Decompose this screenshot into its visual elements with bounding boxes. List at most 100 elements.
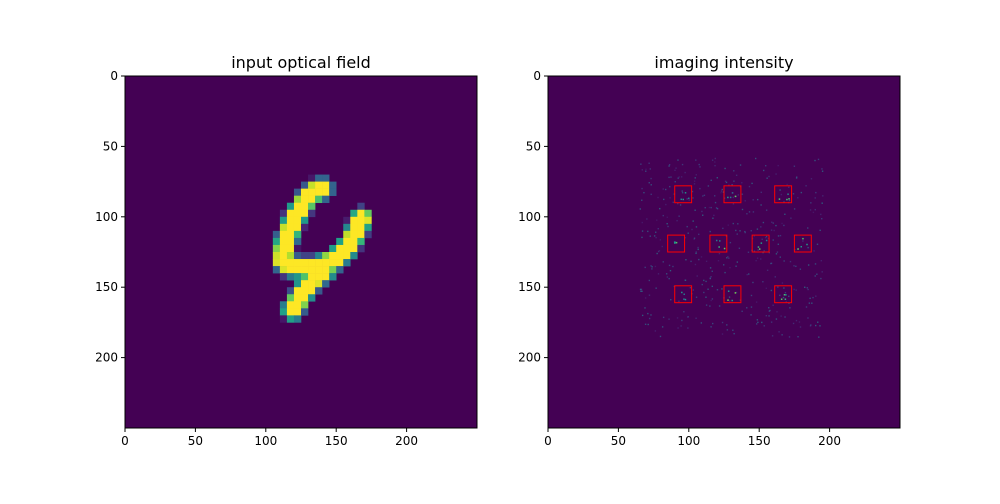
heatmap-cell [322,252,330,260]
heatmap-cell [272,244,281,253]
speckle [668,277,670,280]
heatmap-cell [322,280,330,288]
speckle [750,294,753,297]
speckle [755,259,757,262]
heatmap-cell [279,252,288,260]
speckle [763,250,765,252]
speckle [709,230,711,233]
speckle [754,157,757,160]
speckle [776,311,778,313]
heatmap-cell [350,216,358,225]
speckle [779,234,782,237]
speckle [752,211,755,213]
speckle [714,195,716,197]
speckle [658,249,661,252]
x-tick-label: 100 [677,434,700,448]
speckle [777,286,779,288]
speckle [793,208,796,210]
heatmap-cell [336,259,344,267]
heatmap-cell [293,202,302,211]
speckle [774,276,776,278]
speckle [789,260,792,263]
speckle [799,326,802,328]
speckle [778,331,780,333]
speckle [786,183,788,186]
speckle [640,290,642,292]
detector-speckle [783,293,786,296]
speckle [738,247,741,249]
detector-region [709,234,728,253]
speckle [790,217,792,219]
speckle [707,185,710,187]
input-field-panel: input optical field 0 50 100 150 200 0 50 100 15… [95,53,478,448]
speckle [647,230,649,233]
heatmap-cell [286,294,295,302]
heatmap-cell [329,188,337,196]
speckle [696,275,698,277]
speckle [692,289,695,291]
heatmap-cell [293,315,302,323]
imaging-intensity-plot-area [548,76,900,428]
detector-speckle [760,242,763,244]
speckle [760,226,762,228]
detector-speckle [806,243,808,246]
speckle [820,213,822,216]
input-field-title: input optical field [231,53,371,72]
heatmap-cell [293,301,302,309]
speckle [744,231,746,234]
speckle [797,336,799,338]
x-tick-label: 100 [254,434,277,448]
speckle [781,282,784,284]
speckle [821,217,823,220]
heatmap-cell [364,223,372,232]
speckle [676,219,678,222]
speckle [695,174,697,176]
heatmap-cell [357,244,365,253]
speckle [657,250,660,253]
speckle [722,264,725,266]
speckle [768,251,771,254]
speckle [795,319,798,322]
y-tick-label: 200 [518,351,541,365]
speckle [648,294,651,296]
speckle [677,327,679,329]
speckle [666,276,669,278]
heatmap-cell [357,223,365,232]
speckle [807,264,810,266]
speckle [659,239,662,241]
speckle [716,177,719,179]
imaging-intensity-axes: 0 50 100 150 200 0 50 100 150 200 [518,69,901,448]
speckle [771,221,773,223]
y-tick-label: 150 [95,280,118,294]
speckle [641,199,643,201]
speckle [687,232,689,234]
speckle [810,178,813,180]
heatmap-cell [336,237,344,246]
heatmap-cell [293,244,302,253]
heatmap-cell [308,252,316,260]
detector-speckle [731,299,733,302]
heatmap-cell [279,230,288,239]
speckle [732,222,734,225]
speckle [807,288,809,291]
heatmap-cell [308,209,316,218]
speckle [711,298,714,300]
speckle [668,163,671,166]
speckle [795,265,797,268]
speckle [639,288,642,291]
speckle [768,175,770,178]
speckle [703,279,705,282]
speckle [710,276,712,278]
speckle [729,300,731,302]
speckle [662,261,664,263]
heatmap-cell [301,301,309,309]
speckle [641,236,643,239]
speckle [685,259,687,261]
speckle [757,321,759,324]
speckle [732,203,735,205]
speckle [663,198,665,201]
speckle [655,231,657,233]
y-tick-label: 100 [95,210,118,224]
speckle [796,176,798,178]
detector-speckle [785,294,787,296]
